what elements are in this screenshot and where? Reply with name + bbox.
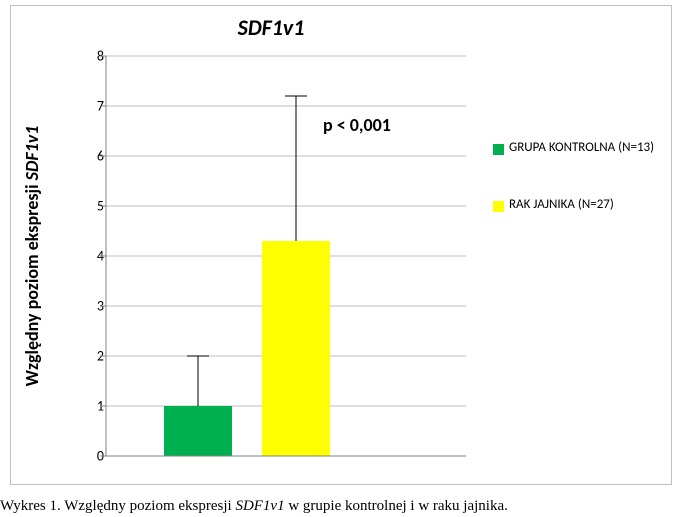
y-tick-label: 5 — [66, 198, 104, 215]
legend-label: GRUPA KONTROLNA (N=13) — [509, 141, 654, 156]
legend-swatch — [493, 144, 504, 155]
y-tick-label: 7 — [66, 98, 104, 115]
y-axis-label: Względny poziom ekspresji SDF1v1 — [21, 56, 51, 456]
legend-item: GRUPA KONTROLNA (N=13) — [493, 141, 663, 156]
caption-prefix: Wykres 1. Względny poziom ekspresji — [0, 498, 235, 514]
caption-ital: SDF1v1 — [235, 498, 284, 514]
bar — [164, 406, 232, 456]
legend: GRUPA KONTROLNA (N=13) RAK JAJNIKA (N=27) — [493, 141, 663, 255]
y-tick-label: 8 — [66, 48, 104, 65]
y-tick-label: 0 — [66, 448, 104, 465]
plot-area — [106, 56, 466, 456]
page-root: SDF1v1 Względny poziom ekspresji SDF1v1 … — [0, 0, 682, 517]
legend-label: RAK JAJNIKA (N=27) — [509, 198, 614, 213]
p-value-annotation: p < 0,001 — [323, 114, 391, 136]
caption-suffix: w grupie kontrolnej i w raku jajnika. — [285, 498, 508, 514]
legend-swatch — [493, 201, 504, 212]
y-tick-label: 2 — [66, 348, 104, 365]
bar — [262, 241, 330, 456]
y-tick-label: 1 — [66, 398, 104, 415]
chart-title: SDF1v1 — [11, 14, 531, 41]
chart-svg — [106, 56, 466, 456]
figure-caption: Wykres 1. Względny poziom ekspresji SDF1… — [0, 498, 682, 515]
y-axis-ticks: 012345678 — [66, 56, 104, 456]
y-axis-label-ital: SDF1v1 — [21, 126, 43, 181]
y-axis-label-prefix: Względny poziom ekspresji — [21, 180, 43, 386]
y-tick-label: 4 — [66, 248, 104, 265]
y-tick-label: 3 — [66, 298, 104, 315]
chart-container: SDF1v1 Względny poziom ekspresji SDF1v1 … — [10, 5, 672, 485]
y-tick-label: 6 — [66, 148, 104, 165]
legend-item: RAK JAJNIKA (N=27) — [493, 198, 663, 213]
